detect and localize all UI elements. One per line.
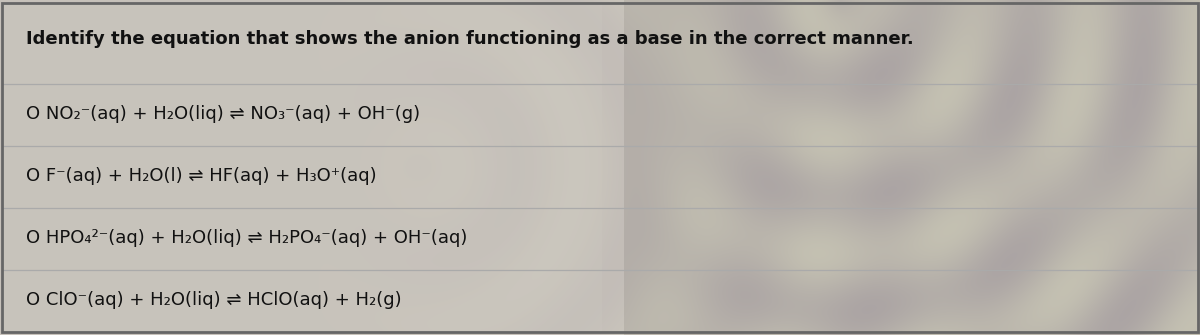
Text: O HPO₄²⁻(aq) + H₂O(liq) ⇌ H₂PO₄⁻(aq) + OH⁻(aq): O HPO₄²⁻(aq) + H₂O(liq) ⇌ H₂PO₄⁻(aq) + O… xyxy=(26,229,468,247)
Text: O NO₂⁻(aq) + H₂O(liq) ⇌ NO₃⁻(aq) + OH⁻(g): O NO₂⁻(aq) + H₂O(liq) ⇌ NO₃⁻(aq) + OH⁻(g… xyxy=(26,105,420,123)
Text: O ClO⁻(aq) + H₂O(liq) ⇌ HClO(aq) + H₂(g): O ClO⁻(aq) + H₂O(liq) ⇌ HClO(aq) + H₂(g) xyxy=(26,291,402,309)
Text: Identify the equation that shows the anion functioning as a base in the correct : Identify the equation that shows the ani… xyxy=(26,30,914,48)
FancyBboxPatch shape xyxy=(2,3,602,332)
Text: O F⁻(aq) + H₂O(l) ⇌ HF(aq) + H₃O⁺(aq): O F⁻(aq) + H₂O(l) ⇌ HF(aq) + H₃O⁺(aq) xyxy=(26,167,377,185)
